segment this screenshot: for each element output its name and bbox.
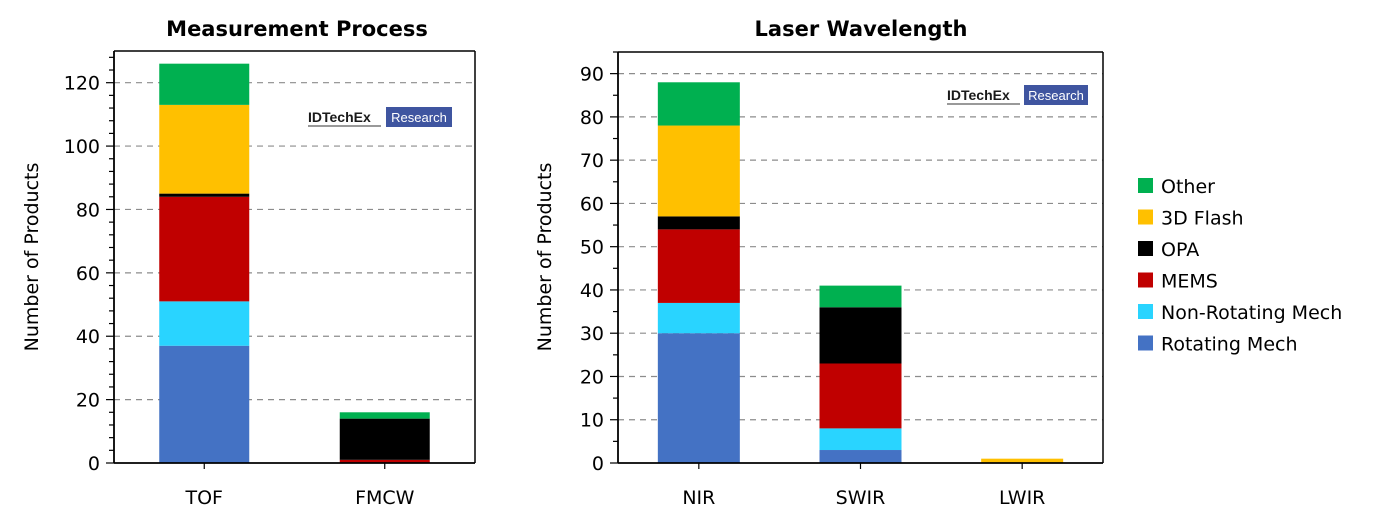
legend-swatch-mems (1138, 272, 1153, 288)
bars (159, 63, 430, 463)
laser-wavelength-chart: Laser Wavelength Number of Products NIR S… (534, 17, 1104, 509)
legend-swatch-3d-flash (1138, 209, 1153, 225)
y-tick-label: 10 (580, 410, 604, 432)
y-tick-label: 20 (580, 366, 604, 388)
bar-segment-other (819, 285, 902, 308)
bar-segment-mems (819, 363, 902, 429)
bar-segment-other (159, 63, 250, 105)
legend-label: Other (1161, 176, 1215, 198)
x-tick-label: FMCW (355, 487, 415, 509)
y-tick-label: 40 (580, 280, 604, 302)
bar-segment-mems (159, 196, 250, 302)
bar-segment-rotating-mech (657, 333, 740, 463)
watermark-brand: IDTechEx (947, 87, 1010, 103)
y-tick-label: 60 (580, 193, 604, 215)
watermark: IDTechEx Research (308, 107, 452, 127)
bar-segment-opa (819, 307, 902, 364)
bar-segment-opa (657, 216, 740, 230)
x-tick-label: LWIR (999, 487, 1045, 509)
legend-label: MEMS (1161, 271, 1218, 293)
watermark-tag-bg (386, 107, 452, 127)
y-tick-label: 60 (76, 263, 100, 285)
watermark-brand: IDTechEx (308, 109, 371, 125)
y-tick-label: 30 (580, 323, 604, 345)
y-tick-label: 120 (64, 73, 100, 95)
watermark-tag: Research (391, 110, 447, 125)
bar-segment-non-rotating-mech (159, 301, 250, 346)
bar-segment-mems (657, 229, 740, 303)
y-tick-label: 80 (76, 199, 100, 221)
legend-label: Non-Rotating Mech (1161, 302, 1342, 324)
y-tick-label: 100 (64, 136, 100, 158)
legend-label: OPA (1161, 239, 1199, 261)
axes (106, 50, 476, 469)
legend-swatch-non-rotating-mech (1138, 304, 1153, 319)
y-tick-label: 0 (592, 453, 604, 475)
bar-segment-non-rotating-mech (819, 428, 902, 451)
chart-title: Laser Wavelength (755, 17, 968, 41)
y-tick-label: 50 (580, 237, 604, 259)
tick-labels: TOF FMCW 0 20 40 60 80 100 120 (64, 73, 415, 509)
x-tick-label: SWIR (836, 487, 886, 509)
y-axis-label: Number of Products (534, 163, 556, 352)
tick-labels: NIR SWIR LWIR 0 10 20 30 40 50 60 70 80 90 (580, 64, 1046, 509)
legend-swatch-other (1138, 178, 1153, 193)
y-tick-label: 90 (580, 64, 604, 86)
bars (657, 82, 1064, 463)
y-tick-label: 70 (580, 150, 604, 172)
bar-segment-3d-flash (981, 458, 1064, 463)
watermark: IDTechEx Research (947, 85, 1088, 105)
legend-label: Rotating Mech (1161, 334, 1298, 356)
watermark-tag: Research (1028, 88, 1084, 103)
bar-segment-rotating-mech (819, 450, 902, 463)
y-tick-label: 20 (76, 390, 100, 412)
y-axis-label: Number of Products (21, 163, 43, 352)
bar-segment-opa (159, 193, 250, 197)
y-tick-label: 40 (76, 326, 100, 348)
x-tick-label: NIR (682, 487, 715, 509)
legend-swatch-rotating-mech (1138, 335, 1153, 351)
y-tick-label: 0 (88, 453, 100, 475)
bar-segment-mems (339, 459, 430, 463)
bar-segment-other (339, 412, 430, 419)
axes (610, 51, 1104, 469)
y-tick-label: 80 (580, 107, 604, 129)
legend-label: 3D Flash (1161, 208, 1244, 230)
measurement-process-chart: Measurement Process Number of Products T… (21, 17, 476, 509)
bar-segment-3d-flash (159, 104, 250, 194)
legend: Other 3D Flash OPA MEMS Non-Rotating Mech Rot… (1138, 176, 1342, 356)
x-tick-label: TOF (185, 487, 224, 509)
bar-segment-opa (339, 418, 430, 460)
chart-title: Measurement Process (166, 17, 428, 41)
bar-segment-rotating-mech (159, 345, 250, 463)
bar-segment-3d-flash (657, 125, 740, 217)
watermark-tag-bg (1024, 85, 1088, 105)
bar-segment-non-rotating-mech (657, 302, 740, 334)
bar-segment-other (657, 82, 740, 126)
legend-swatch-opa (1138, 241, 1153, 256)
